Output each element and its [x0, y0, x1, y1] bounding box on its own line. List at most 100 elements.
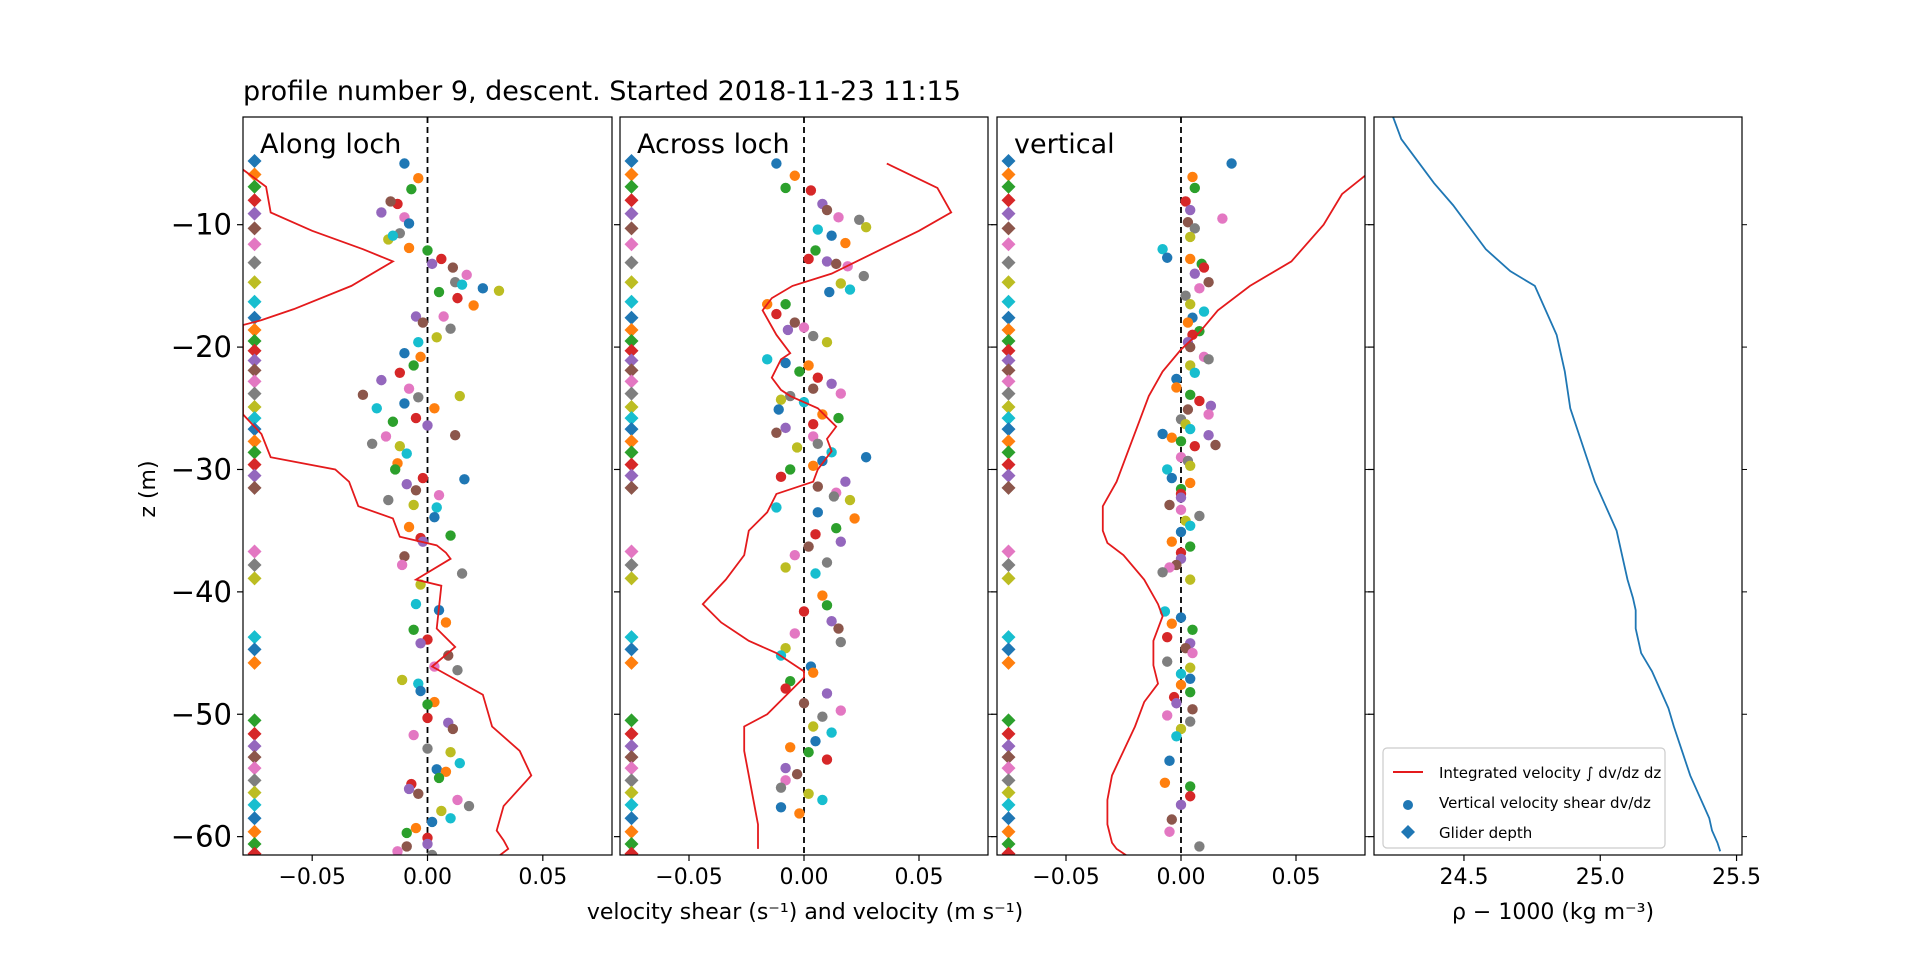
glider-depth-marker — [624, 294, 639, 309]
glider-depth-marker — [624, 374, 639, 389]
shear-point — [1166, 432, 1178, 443]
shear-point — [810, 735, 821, 747]
glider-depth-marker — [247, 739, 262, 754]
shear-point — [849, 513, 860, 524]
glider-depth-marker — [247, 363, 262, 378]
shear-point — [831, 258, 842, 270]
shear-point — [1185, 299, 1196, 310]
shear-point — [449, 430, 461, 441]
glider-depth-marker — [1001, 310, 1016, 325]
shear-point — [426, 816, 438, 828]
glider-depth-marker — [624, 811, 639, 826]
shear-point — [443, 650, 454, 661]
shear-point — [390, 464, 401, 475]
glider-depth-marker — [624, 655, 639, 670]
glider-depth-marker — [1001, 400, 1016, 415]
x-tick-label: 0.05 — [1272, 865, 1321, 890]
shear-point — [833, 412, 844, 424]
glider-depth-marker — [1001, 480, 1016, 495]
shear-point — [780, 762, 791, 774]
axes-frame — [1373, 116, 1743, 856]
shear-point — [1180, 290, 1191, 301]
glider-depth-marker — [247, 275, 262, 290]
shear-point — [456, 568, 468, 579]
plot-area — [1392, 117, 1722, 852]
shear-point — [376, 207, 387, 218]
shear-point — [445, 530, 456, 541]
glider-depth-marker — [624, 343, 639, 358]
shear-point — [463, 800, 475, 812]
plot-area — [243, 117, 533, 855]
glider-depth-marker — [624, 310, 639, 325]
shear-point — [808, 721, 819, 732]
glider-depth-marker — [624, 739, 639, 754]
shear-point — [366, 438, 378, 449]
glider-depth-marker — [1001, 275, 1016, 290]
glider-depth-marker — [624, 761, 639, 776]
shear-point — [452, 664, 463, 676]
panel-label: Along loch — [260, 129, 401, 160]
glider-depth-marker — [624, 726, 639, 741]
legend-label: Vertical velocity shear dv/dz — [1439, 794, 1651, 812]
shear-point — [775, 394, 787, 405]
shear-point — [493, 285, 505, 296]
shear-point — [417, 472, 429, 484]
shear-point — [394, 441, 406, 452]
shear-point — [860, 452, 872, 463]
shear-point — [821, 600, 833, 611]
shear-point — [835, 278, 846, 289]
shear-point — [1162, 252, 1173, 263]
shear-point — [1185, 687, 1196, 698]
glider-depth-marker — [624, 353, 639, 368]
shear-point — [789, 317, 800, 328]
shear-point — [410, 311, 422, 322]
shear-point — [782, 324, 794, 336]
shear-point — [468, 300, 479, 311]
shear-point — [812, 224, 823, 235]
shear-point — [1226, 158, 1237, 169]
shear-point — [1175, 668, 1187, 680]
glider-depth-marker — [1001, 773, 1016, 788]
glider-depth-marker — [1001, 811, 1016, 826]
shear-point — [789, 549, 800, 561]
glider-depth-marker — [247, 179, 262, 194]
shear-point — [826, 378, 837, 390]
shear-point — [1175, 504, 1187, 516]
x-tick-label: 25.0 — [1576, 865, 1625, 890]
shear-point — [447, 723, 459, 735]
y-tick-label: −20 — [171, 330, 232, 364]
shear-point — [803, 360, 814, 371]
shear-point — [459, 474, 470, 485]
shear-point — [1194, 510, 1205, 522]
x-tick-label: 0.05 — [895, 865, 944, 890]
glider-depth-marker — [1001, 333, 1016, 348]
shear-point — [1182, 404, 1194, 415]
glider-depth-marker — [1001, 322, 1016, 337]
shear-point — [812, 372, 823, 383]
glider-depth-marker — [247, 237, 262, 252]
shear-point — [436, 253, 447, 265]
shear-point — [1182, 317, 1194, 328]
glider-depth-marker — [624, 797, 639, 812]
x-tick-label: 0.00 — [780, 865, 829, 890]
shear-point — [817, 590, 828, 601]
shear-point — [785, 742, 796, 753]
x-tick-label: 24.5 — [1439, 865, 1488, 890]
legend-label: Integrated velocity ∫ dv/dz dz — [1439, 764, 1661, 782]
y-tick-label: −40 — [171, 575, 232, 609]
glider-depth-marker — [247, 544, 262, 559]
shear-point — [387, 230, 399, 241]
shear-point — [835, 636, 846, 648]
shear-point — [1166, 618, 1178, 629]
x-tick-label: 0.00 — [403, 865, 452, 890]
glider-depth-marker — [1001, 179, 1016, 194]
shear-point — [1194, 841, 1205, 852]
shear-point — [1185, 716, 1196, 727]
glider-depth-marker — [247, 167, 262, 182]
shear-point — [401, 448, 412, 459]
shear-point — [396, 559, 408, 571]
shear-point — [422, 712, 433, 724]
glider-depth-marker — [624, 480, 639, 495]
shear-point — [1185, 253, 1196, 265]
shear-point — [1187, 647, 1198, 659]
